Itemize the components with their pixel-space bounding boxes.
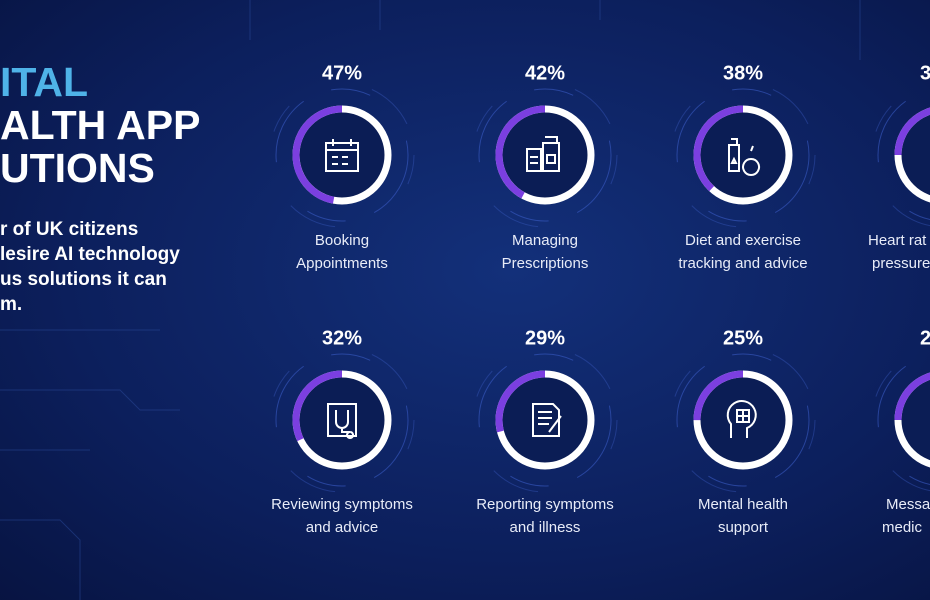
outer-ring xyxy=(275,353,409,487)
icon xyxy=(526,136,560,172)
percent-label: 29% xyxy=(525,327,565,349)
donut-arc xyxy=(292,370,392,470)
item-label: Booking xyxy=(315,232,369,249)
donut-arc xyxy=(495,370,595,470)
item-label: pressure xyxy=(872,255,930,272)
outer-ring xyxy=(478,353,612,487)
item-label: Managing xyxy=(512,232,578,249)
item-label: and illness xyxy=(510,519,581,536)
item-label: Reporting symptoms xyxy=(476,496,614,513)
outer-ring xyxy=(478,88,612,222)
item-label: Prescriptions xyxy=(502,255,589,272)
outer-ring xyxy=(275,88,409,222)
donut xyxy=(670,347,816,493)
outer-ring xyxy=(676,353,810,487)
circuit-lines xyxy=(0,0,861,600)
icon xyxy=(327,403,357,439)
percent-label: 25% xyxy=(723,327,763,349)
subtitle-line: m. xyxy=(0,294,22,315)
percent-label: 3 xyxy=(920,62,930,84)
icon xyxy=(532,403,562,437)
donut-arc xyxy=(292,105,392,205)
item-label: Reviewing symptoms xyxy=(271,496,413,513)
outer-ring xyxy=(877,355,930,485)
item-label: Diet and exercise xyxy=(685,232,801,249)
title-line: UTIONS xyxy=(0,145,155,191)
donut xyxy=(269,347,415,493)
donut-arc xyxy=(495,105,595,205)
icon xyxy=(728,138,760,176)
percent-label: 38% xyxy=(723,62,763,84)
item-label: medic xyxy=(882,519,923,536)
outer-ring xyxy=(269,82,415,228)
donut-arc xyxy=(693,105,793,205)
donut-arc xyxy=(693,370,793,470)
percent-label: 32% xyxy=(322,327,362,349)
outer-ring xyxy=(269,347,415,493)
item-label: support xyxy=(718,519,769,536)
percent-label: 42% xyxy=(525,62,565,84)
outer-ring xyxy=(676,88,810,222)
outer-ring xyxy=(670,347,816,493)
donut xyxy=(871,83,930,227)
title-line: ITAL xyxy=(0,59,88,105)
title-line: ALTH APP xyxy=(0,102,200,148)
subtitle-line: us solutions it can xyxy=(0,269,167,290)
icon xyxy=(325,139,359,172)
outer-ring xyxy=(472,347,618,493)
arc-decoration xyxy=(894,372,930,421)
outer-ring xyxy=(472,82,618,228)
item-label: and advice xyxy=(306,519,379,536)
subtitle-line: r of UK citizens xyxy=(0,219,138,240)
percent-label: 2 xyxy=(920,327,930,349)
item-label: Messa xyxy=(886,496,930,513)
donut xyxy=(472,82,618,228)
percent-label: 47% xyxy=(322,62,362,84)
donut xyxy=(472,347,618,493)
outer-ring xyxy=(877,90,930,220)
donut xyxy=(670,82,816,228)
outer-ring xyxy=(670,82,816,228)
arc-decoration xyxy=(894,107,930,156)
item-label: Mental health xyxy=(698,496,788,513)
item-label: Heart rat xyxy=(868,232,927,249)
item-label: Appointments xyxy=(296,255,388,272)
item-label: tracking and advice xyxy=(678,255,807,272)
donut xyxy=(269,82,415,228)
donut xyxy=(871,348,930,492)
icon xyxy=(726,400,757,438)
subtitle-line: lesire AI technology xyxy=(0,244,180,265)
